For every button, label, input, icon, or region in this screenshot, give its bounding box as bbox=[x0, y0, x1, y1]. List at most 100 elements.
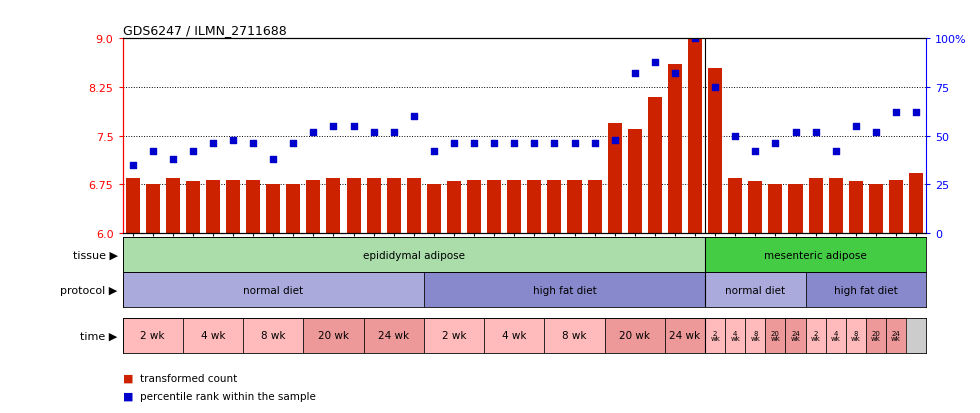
Point bbox=[225, 137, 241, 143]
Bar bbox=[467, 180, 481, 233]
Text: 24 wk: 24 wk bbox=[669, 330, 701, 341]
Bar bbox=[326, 178, 340, 233]
Bar bbox=[424, 273, 706, 308]
Text: 20 wk: 20 wk bbox=[318, 330, 349, 341]
Bar bbox=[628, 130, 642, 233]
Bar bbox=[206, 180, 220, 233]
Bar bbox=[307, 180, 320, 233]
Text: transformed count: transformed count bbox=[140, 373, 237, 383]
Text: 20
wk: 20 wk bbox=[871, 330, 881, 341]
Bar bbox=[367, 178, 380, 233]
Point bbox=[205, 141, 220, 147]
Text: 4 wk: 4 wk bbox=[502, 330, 526, 341]
Bar bbox=[709, 68, 722, 233]
Text: 8
wk: 8 wk bbox=[851, 330, 860, 341]
Bar bbox=[605, 318, 664, 353]
Bar bbox=[487, 180, 501, 233]
Bar bbox=[866, 318, 886, 353]
Bar bbox=[567, 180, 581, 233]
Point bbox=[607, 137, 622, 143]
Point bbox=[727, 133, 743, 140]
Bar bbox=[789, 184, 803, 233]
Point bbox=[888, 110, 904, 116]
Point bbox=[346, 123, 362, 130]
Bar bbox=[243, 318, 304, 353]
Point bbox=[426, 149, 442, 155]
Bar bbox=[749, 182, 762, 233]
Point bbox=[647, 59, 662, 66]
Text: GDS6247 / ILMN_2711688: GDS6247 / ILMN_2711688 bbox=[122, 24, 286, 37]
Point bbox=[828, 149, 844, 155]
Text: 8 wk: 8 wk bbox=[563, 330, 587, 341]
Bar bbox=[825, 318, 846, 353]
Point bbox=[145, 149, 161, 155]
Text: 8 wk: 8 wk bbox=[261, 330, 285, 341]
Text: time ▶: time ▶ bbox=[80, 330, 118, 341]
Bar bbox=[304, 318, 364, 353]
Text: 2 wk: 2 wk bbox=[442, 330, 466, 341]
Bar bbox=[548, 180, 562, 233]
Bar bbox=[808, 178, 822, 233]
Bar bbox=[407, 178, 420, 233]
Bar bbox=[347, 178, 361, 233]
Bar bbox=[706, 273, 806, 308]
Point bbox=[165, 156, 180, 163]
Text: 2
wk: 2 wk bbox=[810, 330, 820, 341]
Point bbox=[124, 162, 140, 169]
Point bbox=[266, 156, 281, 163]
Bar bbox=[849, 182, 862, 233]
Point bbox=[547, 141, 563, 147]
Bar bbox=[829, 178, 843, 233]
Bar bbox=[424, 318, 484, 353]
Text: 4
wk: 4 wk bbox=[730, 330, 740, 341]
Bar bbox=[746, 318, 765, 353]
Point bbox=[245, 141, 261, 147]
Bar bbox=[125, 178, 139, 233]
Point bbox=[687, 36, 703, 43]
Bar bbox=[588, 180, 602, 233]
Bar bbox=[706, 318, 725, 353]
Text: 4
wk: 4 wk bbox=[831, 330, 841, 341]
Bar bbox=[508, 180, 521, 233]
Bar bbox=[765, 318, 786, 353]
Bar bbox=[267, 184, 280, 233]
Point bbox=[386, 129, 402, 136]
Bar bbox=[806, 318, 826, 353]
Point bbox=[587, 141, 603, 147]
Text: ■: ■ bbox=[122, 373, 133, 383]
Point bbox=[667, 71, 683, 78]
Text: normal diet: normal diet bbox=[725, 285, 785, 295]
Bar bbox=[668, 65, 682, 233]
Bar bbox=[122, 237, 706, 273]
Bar bbox=[886, 318, 906, 353]
Bar bbox=[664, 318, 706, 353]
Point bbox=[868, 129, 884, 136]
Bar bbox=[484, 318, 545, 353]
Bar bbox=[387, 178, 401, 233]
Bar bbox=[146, 185, 160, 233]
Point bbox=[446, 141, 462, 147]
Point bbox=[466, 141, 482, 147]
Point bbox=[306, 129, 321, 136]
Point bbox=[507, 141, 522, 147]
Bar bbox=[909, 174, 923, 233]
Bar bbox=[608, 123, 621, 233]
Text: percentile rank within the sample: percentile rank within the sample bbox=[140, 391, 316, 401]
Bar bbox=[286, 184, 300, 233]
Text: 2
wk: 2 wk bbox=[710, 330, 720, 341]
Point bbox=[788, 129, 804, 136]
Bar bbox=[688, 39, 702, 233]
Point bbox=[325, 123, 341, 130]
Text: 2 wk: 2 wk bbox=[140, 330, 165, 341]
Text: ■: ■ bbox=[122, 391, 133, 401]
Point bbox=[526, 141, 542, 147]
Bar bbox=[226, 180, 240, 233]
Text: protocol ▶: protocol ▶ bbox=[61, 285, 118, 295]
Point bbox=[627, 71, 643, 78]
Bar bbox=[869, 184, 883, 233]
Bar bbox=[427, 184, 441, 233]
Bar bbox=[527, 180, 541, 233]
Text: 24
wk: 24 wk bbox=[891, 330, 901, 341]
Point bbox=[406, 114, 421, 120]
Point bbox=[366, 129, 381, 136]
